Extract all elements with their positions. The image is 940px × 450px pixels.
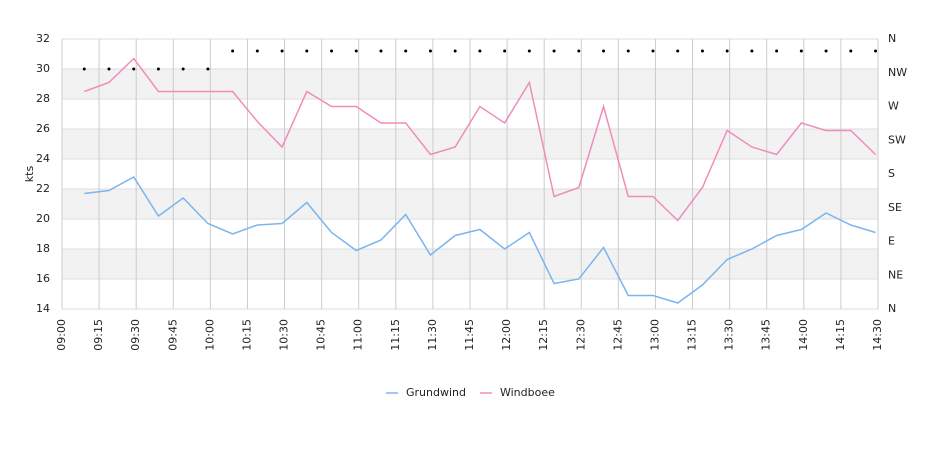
x-tick-label: 09:45	[166, 319, 179, 351]
direction-dot	[676, 49, 680, 53]
y-tick-label: 22	[36, 182, 50, 195]
legend-label: Grundwind	[406, 386, 466, 399]
y2-tick-label: NW	[888, 66, 907, 79]
y2-tick-label: N	[888, 302, 896, 315]
x-tick-label: 09:30	[129, 319, 142, 351]
direction-dot	[107, 67, 111, 71]
direction-dot	[379, 49, 383, 53]
x-tick-label: 14:30	[871, 319, 884, 351]
direction-dot	[503, 49, 507, 53]
direction-dot	[651, 49, 655, 53]
x-tick-label: 10:30	[278, 319, 291, 351]
direction-dot	[626, 49, 630, 53]
y-tick-label: 32	[36, 32, 50, 45]
y2-tick-label: W	[888, 100, 899, 113]
direction-dot	[305, 49, 309, 53]
direction-dot	[824, 49, 828, 53]
y2-tick-label: E	[888, 235, 895, 248]
legend: Grundwind Windboee	[386, 386, 555, 399]
direction-dot	[874, 49, 878, 53]
y-axis-label: kts	[23, 166, 36, 183]
y2-tick-label: SE	[888, 201, 902, 214]
x-tick-label: 14:00	[797, 319, 810, 351]
direction-dot	[428, 49, 432, 53]
y-tick-label: 28	[36, 92, 50, 105]
x-tick-label: 13:30	[723, 319, 736, 351]
x-tick-label: 10:15	[240, 319, 253, 351]
x-tick-label: 12:00	[500, 319, 513, 351]
direction-dot	[577, 49, 581, 53]
x-tick-label: 14:15	[834, 319, 847, 351]
direction-dot	[602, 49, 606, 53]
direction-dot	[280, 49, 284, 53]
series-line	[84, 176, 876, 304]
direction-dot	[478, 49, 482, 53]
direction-dot	[330, 49, 334, 53]
x-tick-label: 13:15	[686, 319, 699, 351]
direction-dot	[700, 49, 704, 53]
x-tick-label: 09:00	[55, 319, 68, 351]
y2-tick-label: SW	[888, 133, 906, 146]
direction-dot	[453, 49, 457, 53]
direction-dot	[552, 49, 556, 53]
direction-dot	[132, 67, 136, 71]
direction-dot	[82, 67, 86, 71]
direction-dot	[255, 49, 259, 53]
y-tick-label: 14	[36, 302, 50, 315]
y-tick-label: 30	[36, 62, 50, 75]
y-tick-label: 18	[36, 242, 50, 255]
y-tick-label: 24	[36, 152, 50, 165]
x-tick-label: 13:00	[648, 319, 661, 351]
direction-dot	[404, 49, 408, 53]
direction-dot	[206, 67, 210, 71]
y-tick-label: 26	[36, 122, 50, 135]
y-tick-label: 20	[36, 212, 50, 225]
x-tick-label: 11:15	[389, 319, 402, 351]
x-tick-label: 12:30	[574, 319, 587, 351]
direction-dot	[725, 49, 729, 53]
direction-dot	[527, 49, 531, 53]
y2-tick-label: NE	[888, 268, 903, 281]
series-line	[83, 57, 877, 222]
x-tick-label: 09:15	[92, 319, 105, 351]
x-tick-label: 10:45	[315, 319, 328, 351]
x-tick-label: 12:45	[611, 319, 624, 351]
direction-dot	[750, 49, 754, 53]
x-tick-label: 12:15	[537, 319, 550, 351]
x-tick-label: 11:45	[463, 319, 476, 351]
direction-dot	[799, 49, 803, 53]
y2-tick-label: S	[888, 167, 895, 180]
direction-dot	[181, 67, 185, 71]
x-tick-label: 11:30	[426, 319, 439, 351]
y2-tick-label: N	[888, 32, 896, 45]
x-tick-label: 11:00	[352, 319, 365, 351]
legend-label: Windboee	[500, 386, 555, 399]
direction-dot	[849, 49, 853, 53]
direction-dot	[156, 67, 160, 71]
direction-dot	[775, 49, 779, 53]
y-tick-label: 16	[36, 272, 50, 285]
x-tick-label: 10:00	[203, 319, 216, 351]
direction-dot	[231, 49, 235, 53]
x-tick-label: 13:45	[760, 319, 773, 351]
direction-dot	[354, 49, 358, 53]
